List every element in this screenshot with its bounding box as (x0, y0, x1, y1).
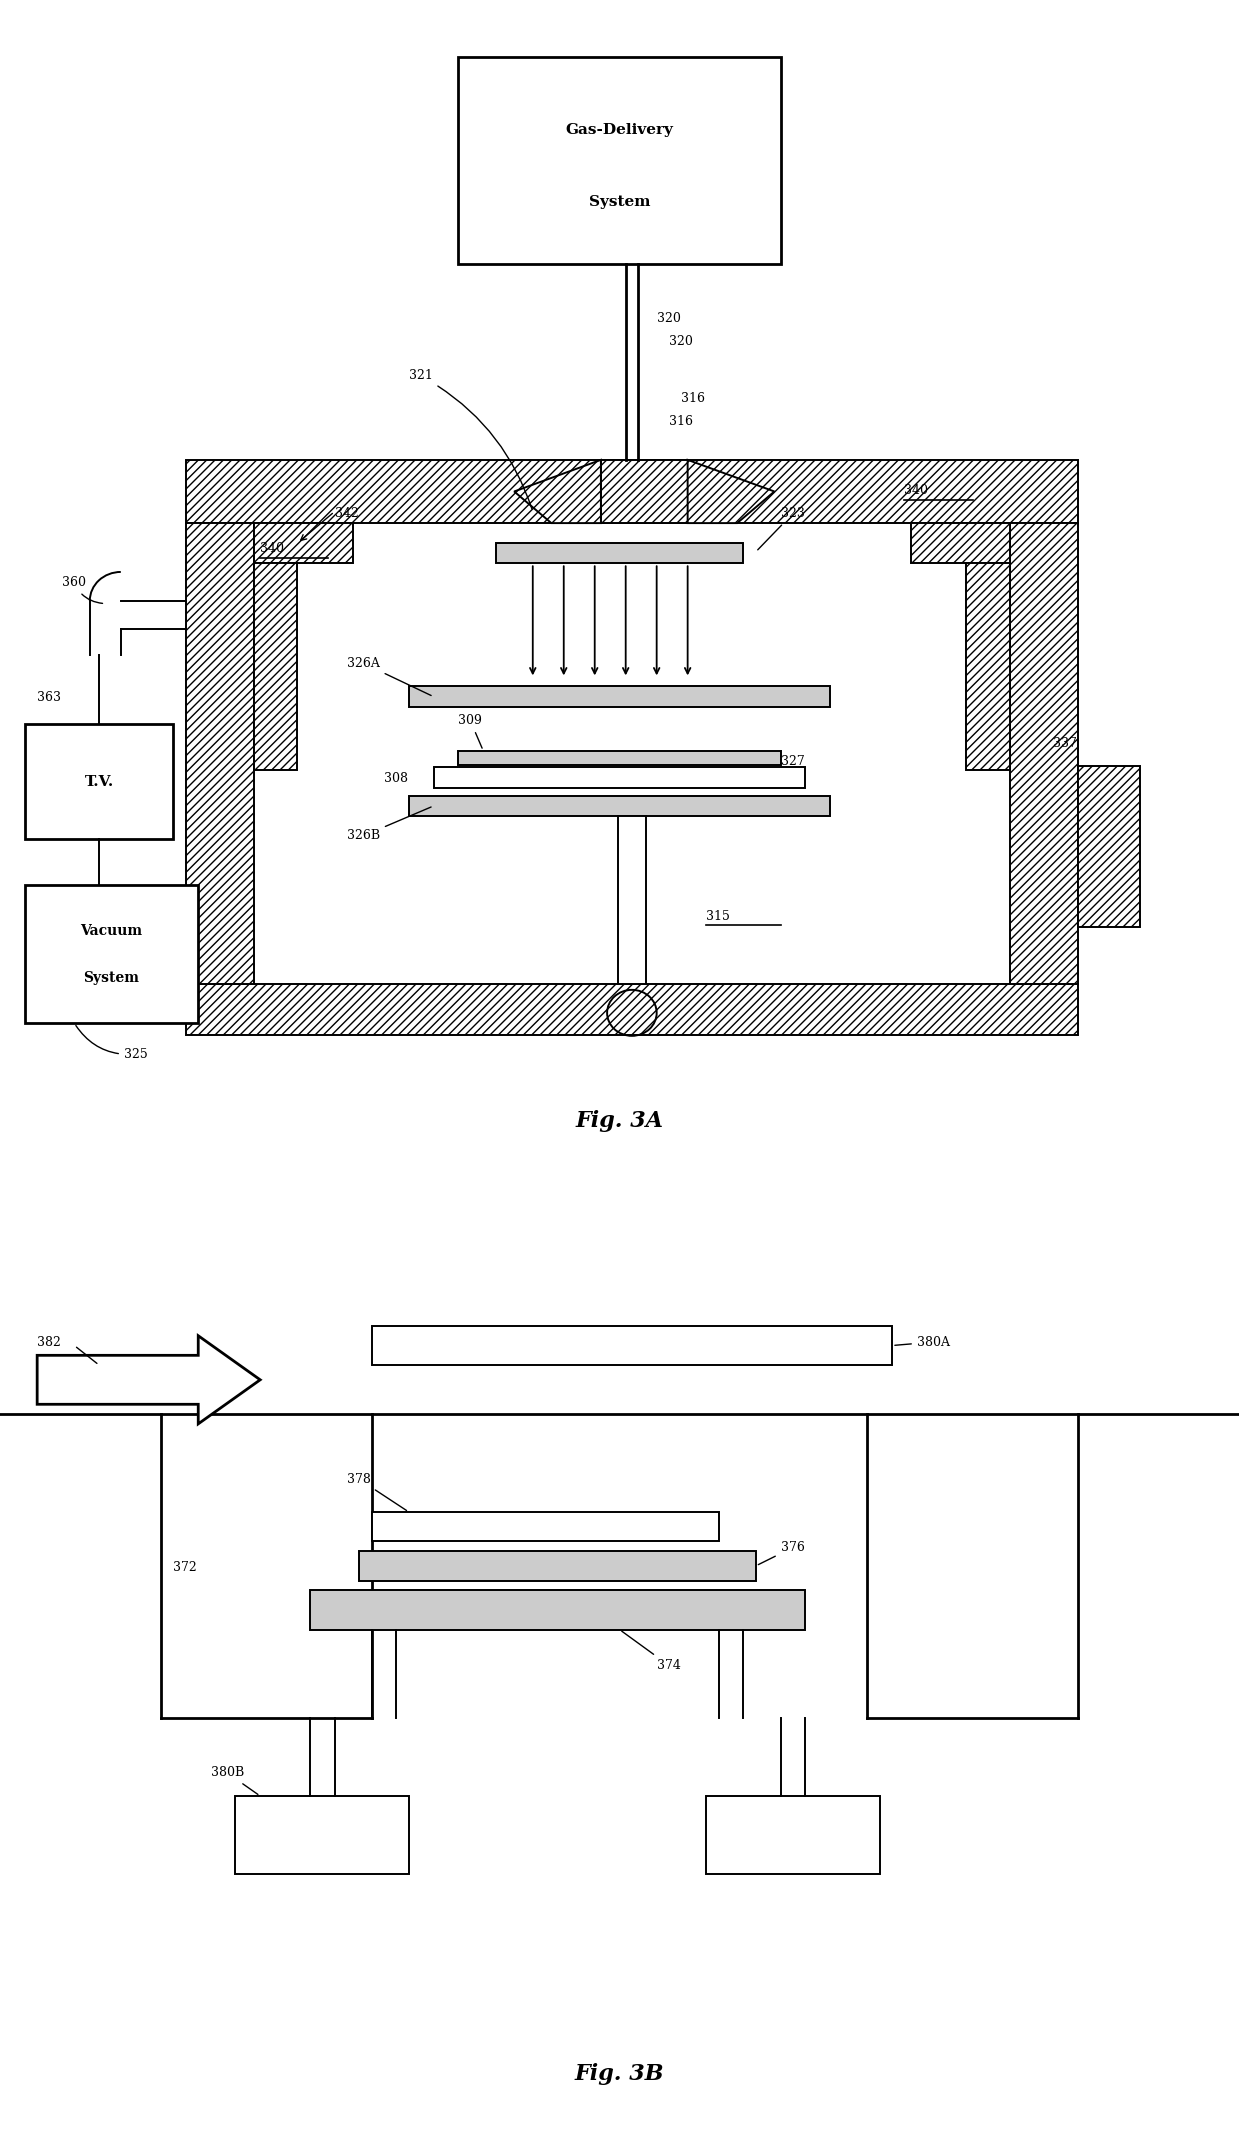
Bar (409, 686, 830, 707)
Bar (1078, 766, 1140, 926)
Text: 309: 309 (458, 715, 482, 747)
Text: Vacuum: Vacuum (81, 924, 142, 937)
Text: T.V.: T.V. (84, 775, 114, 788)
Text: Fig. 3B: Fig. 3B (575, 2063, 664, 2084)
Text: 315: 315 (706, 909, 730, 922)
FancyArrow shape (37, 1335, 260, 1424)
Text: 308: 308 (384, 773, 408, 786)
Bar (409, 796, 830, 815)
Text: System: System (83, 971, 140, 986)
Bar (25, 886, 198, 1024)
Text: 374: 374 (622, 1631, 680, 1671)
Text: 376: 376 (758, 1541, 804, 1565)
Text: 316: 316 (681, 392, 705, 405)
Bar (25, 724, 173, 839)
Bar (706, 1797, 880, 1874)
Bar (359, 1552, 756, 1580)
Text: 380B: 380B (211, 1767, 258, 1795)
Text: Fig. 3A: Fig. 3A (575, 1109, 664, 1133)
Bar (186, 460, 1078, 524)
Text: 378: 378 (347, 1473, 406, 1509)
Text: 360: 360 (62, 577, 103, 603)
Bar (186, 524, 254, 984)
Bar (458, 752, 781, 764)
Bar (372, 1326, 892, 1365)
Bar (235, 1797, 409, 1874)
Bar (496, 543, 743, 564)
Text: 337: 337 (1053, 737, 1077, 749)
Text: 372: 372 (173, 1561, 197, 1573)
Bar (618, 815, 646, 984)
Text: 316: 316 (669, 415, 693, 428)
Bar (254, 524, 353, 564)
Text: 326B: 326B (347, 807, 431, 843)
Bar (310, 1590, 805, 1629)
Bar (254, 564, 297, 771)
Text: 327: 327 (781, 754, 804, 769)
Text: 340: 340 (260, 543, 284, 556)
Text: 382: 382 (37, 1335, 61, 1348)
Text: 320: 320 (657, 313, 680, 326)
Bar (911, 524, 1010, 564)
Text: 380A: 380A (895, 1335, 950, 1348)
Bar (372, 1512, 719, 1541)
Text: 320: 320 (669, 334, 693, 347)
Bar (1010, 524, 1078, 984)
Text: 321: 321 (409, 370, 532, 509)
Bar (458, 57, 781, 264)
Bar (434, 766, 805, 788)
Text: 363: 363 (37, 692, 61, 705)
Text: System: System (589, 196, 650, 209)
Bar (186, 984, 1078, 1035)
Polygon shape (514, 460, 601, 524)
Text: 340: 340 (904, 485, 928, 498)
Text: 326A: 326A (347, 658, 431, 696)
Text: 323: 323 (758, 507, 804, 549)
Bar (966, 564, 1010, 771)
Text: Gas-Delivery: Gas-Delivery (565, 123, 674, 136)
Text: 342: 342 (335, 507, 358, 519)
Text: 325: 325 (76, 1026, 147, 1060)
Polygon shape (688, 460, 774, 524)
Bar (601, 460, 688, 524)
